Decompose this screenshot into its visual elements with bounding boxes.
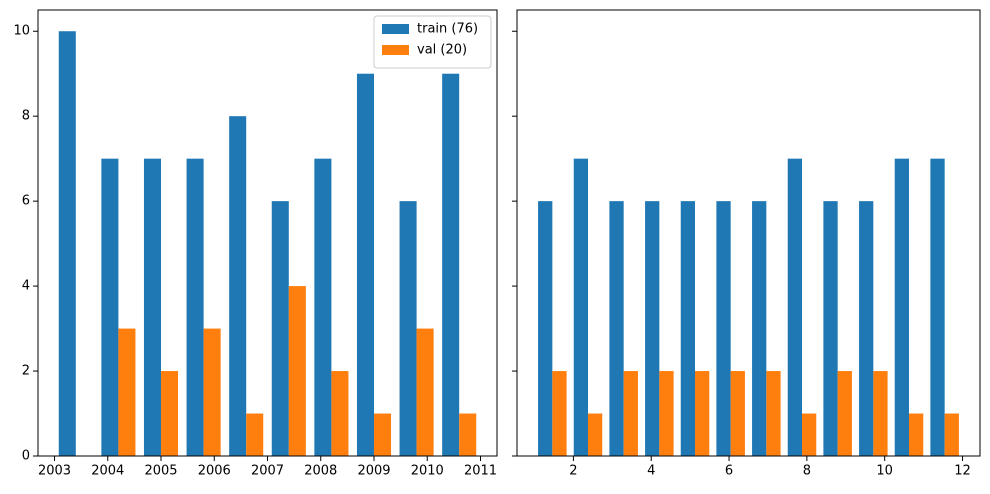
bar: [873, 371, 888, 456]
bar: [229, 116, 247, 456]
legend-label: val (20): [417, 43, 467, 58]
bar: [752, 201, 767, 456]
bar: [787, 158, 802, 456]
bar: [459, 413, 477, 456]
x-tick-label: 12: [954, 464, 971, 479]
bar: [894, 158, 909, 456]
y-tick-label: 2: [22, 364, 30, 379]
bar: [859, 201, 874, 456]
legend-swatch: [382, 45, 409, 55]
bar: [716, 201, 731, 456]
legend-swatch: [382, 24, 409, 34]
bar: [399, 201, 417, 456]
bar: [331, 371, 349, 456]
y-tick-label: 4: [22, 279, 30, 294]
bar: [552, 371, 567, 456]
bar: [58, 31, 76, 456]
x-tick-label: 2: [569, 464, 577, 479]
bar: [645, 201, 660, 456]
bar: [271, 201, 289, 456]
x-tick-label: 2010: [411, 464, 444, 479]
bar: [730, 371, 745, 456]
x-tick-label: 2006: [198, 464, 231, 479]
x-tick-label: 2004: [91, 464, 124, 479]
bar: [101, 158, 119, 456]
bar: [288, 286, 306, 456]
bar: [118, 328, 136, 456]
x-tick-label: 4: [647, 464, 655, 479]
bar: [930, 158, 945, 456]
bar: [609, 201, 624, 456]
bar: [203, 328, 221, 456]
x-tick-label: 10: [876, 464, 893, 479]
axes-frame: [516, 9, 981, 457]
bar: [161, 371, 179, 456]
bar: [944, 413, 959, 456]
y-tick-label: 6: [22, 194, 30, 209]
bar: [823, 201, 838, 456]
bar: [538, 201, 553, 456]
bar: [680, 201, 696, 456]
bar: [442, 73, 460, 456]
x-tick-label: 2007: [251, 464, 284, 479]
bar: [588, 413, 603, 456]
bar: [186, 158, 204, 456]
bar: [246, 413, 264, 456]
bar: [573, 158, 589, 456]
x-tick-label: 2008: [304, 464, 337, 479]
bar: [801, 413, 817, 456]
y-tick-label: 10: [13, 24, 30, 39]
bar: [416, 328, 434, 456]
bar: [143, 158, 162, 456]
bar: [837, 371, 852, 456]
x-tick-label: 2003: [38, 464, 71, 479]
x-tick-label: 2011: [464, 464, 497, 479]
bar: [356, 73, 374, 456]
x-tick-label: 2009: [357, 464, 390, 479]
bar: [695, 371, 710, 456]
bar: [908, 413, 924, 456]
bar: [766, 371, 781, 456]
x-tick-label: 6: [725, 464, 733, 479]
x-tick-label: 8: [803, 464, 811, 479]
bar: [314, 158, 332, 456]
y-tick-label: 8: [22, 109, 30, 124]
y-tick-label: 0: [22, 449, 30, 464]
bar: [659, 371, 674, 456]
x-tick-label: 2005: [144, 464, 177, 479]
legend-label: train (76): [417, 22, 478, 37]
bar: [373, 413, 392, 456]
bar: [623, 371, 638, 456]
